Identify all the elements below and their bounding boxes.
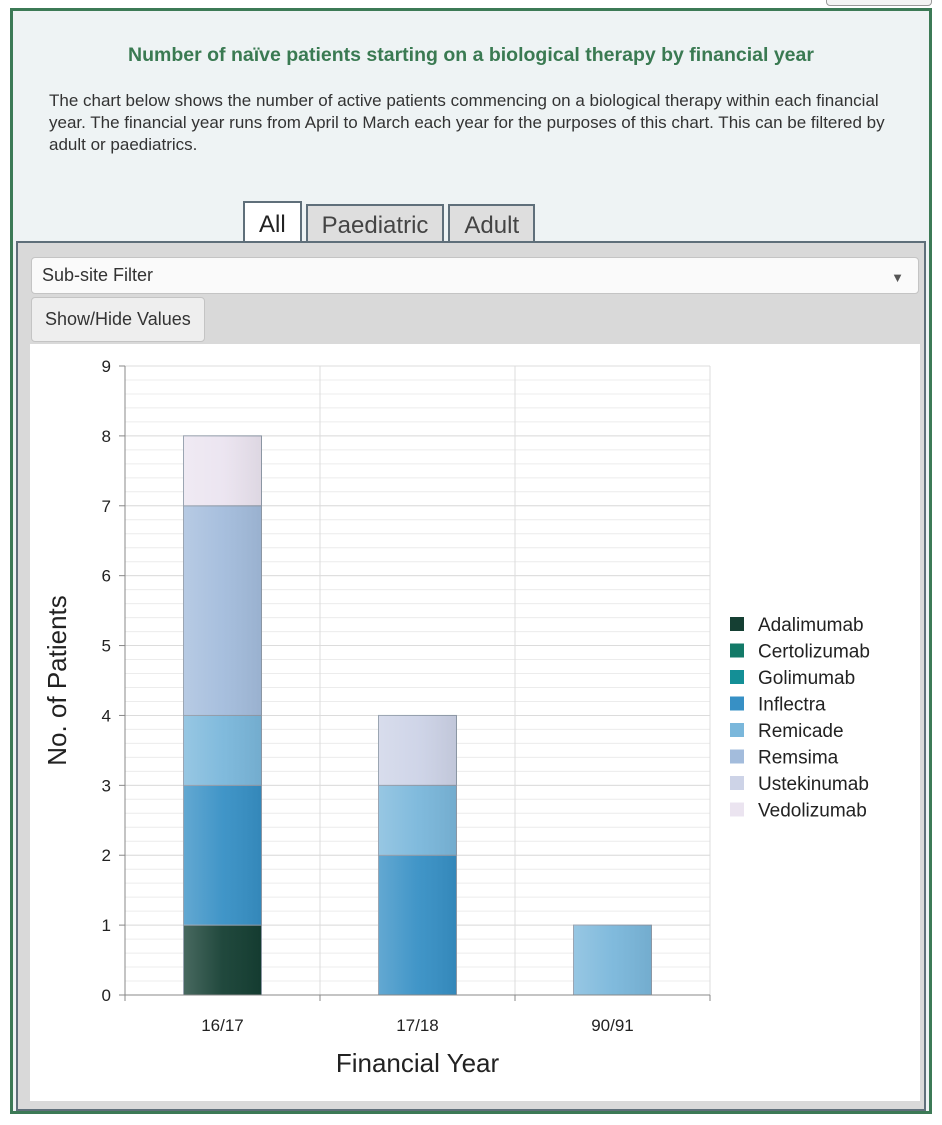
legend-swatch bbox=[730, 617, 744, 631]
bar-shine bbox=[573, 925, 652, 995]
bar-shine bbox=[378, 785, 457, 856]
bar-shine bbox=[183, 715, 262, 786]
legend-label: Certolizumab bbox=[758, 642, 870, 663]
legend-swatch bbox=[730, 723, 744, 737]
dropdown-arrow-icon[interactable]: ▼ bbox=[891, 270, 904, 285]
panel-title: Number of naïve patients starting on a b… bbox=[128, 44, 814, 66]
legend-label: Ustekinumab bbox=[758, 774, 869, 795]
legend-label: Golimumab bbox=[758, 668, 855, 689]
legend-label: Remicade bbox=[758, 721, 844, 742]
bar-shine bbox=[378, 715, 457, 786]
bar-shine bbox=[183, 435, 262, 506]
legend-label: Vedolizumab bbox=[758, 801, 867, 822]
tab-content: Sub-site Filter ▼ Show/Hide Values 0 1 2 3 4… bbox=[16, 241, 926, 1111]
y-tick-label: 0 bbox=[102, 986, 111, 1005]
y-tick-label: 8 bbox=[102, 427, 111, 446]
chart-area: 0 1 2 3 4 5 6 7 8 9 16/17 17/18 90/91 Financial Year N… bbox=[30, 344, 920, 1101]
legend-swatch bbox=[730, 696, 744, 711]
legend-swatch bbox=[730, 776, 744, 790]
tab-paediatric[interactable]: Paediatric bbox=[305, 204, 445, 246]
bar-shine bbox=[183, 925, 262, 995]
y-axis-title: No. of Patients bbox=[42, 595, 72, 766]
bar-shine bbox=[183, 785, 262, 926]
x-tick-label: 16/17 bbox=[201, 1016, 244, 1035]
x-axis-title: Financial Year bbox=[336, 1048, 500, 1078]
legend-swatch bbox=[730, 802, 744, 817]
y-tick-label: 6 bbox=[102, 567, 111, 586]
legend-label: Adalimumab bbox=[758, 615, 864, 636]
y-tick-label: 5 bbox=[102, 637, 111, 656]
legend-swatch bbox=[730, 670, 744, 684]
show-hide-values-button[interactable]: Show/Hide Values bbox=[31, 297, 205, 342]
bar-shine bbox=[183, 505, 262, 716]
x-tick-label: 17/18 bbox=[396, 1016, 439, 1035]
y-tick-label: 4 bbox=[102, 706, 111, 725]
legend-label: Inflectra bbox=[758, 695, 826, 716]
x-tick-label: 90/91 bbox=[591, 1016, 634, 1035]
bar-shine bbox=[378, 855, 457, 995]
sub-site-filter-select[interactable]: Sub-site Filter ▼ bbox=[31, 257, 919, 294]
therapy-chart-panel: Number of naïve patients starting on a b… bbox=[10, 8, 932, 1114]
y-tick-label: 1 bbox=[102, 916, 111, 935]
stacked-bar-chart: 0 1 2 3 4 5 6 7 8 9 16/17 17/18 90/91 Financial Year N… bbox=[42, 357, 870, 1078]
legend-swatch bbox=[730, 643, 744, 658]
sub-site-filter-label: Sub-site Filter bbox=[42, 265, 154, 285]
filter-tabs: All Paediatric Adult bbox=[243, 201, 536, 246]
corner-tab[interactable] bbox=[826, 0, 932, 6]
y-tick-label: 2 bbox=[102, 846, 111, 865]
tab-all[interactable]: All bbox=[243, 201, 302, 246]
y-tick-label: 9 bbox=[102, 357, 111, 376]
legend-label: Remsima bbox=[758, 748, 839, 769]
y-tick-label: 3 bbox=[102, 776, 111, 795]
tab-adult[interactable]: Adult bbox=[448, 204, 536, 246]
y-tick-label: 7 bbox=[102, 497, 111, 516]
legend-swatch bbox=[730, 749, 744, 764]
panel-description: The chart below shows the number of acti… bbox=[49, 91, 885, 154]
